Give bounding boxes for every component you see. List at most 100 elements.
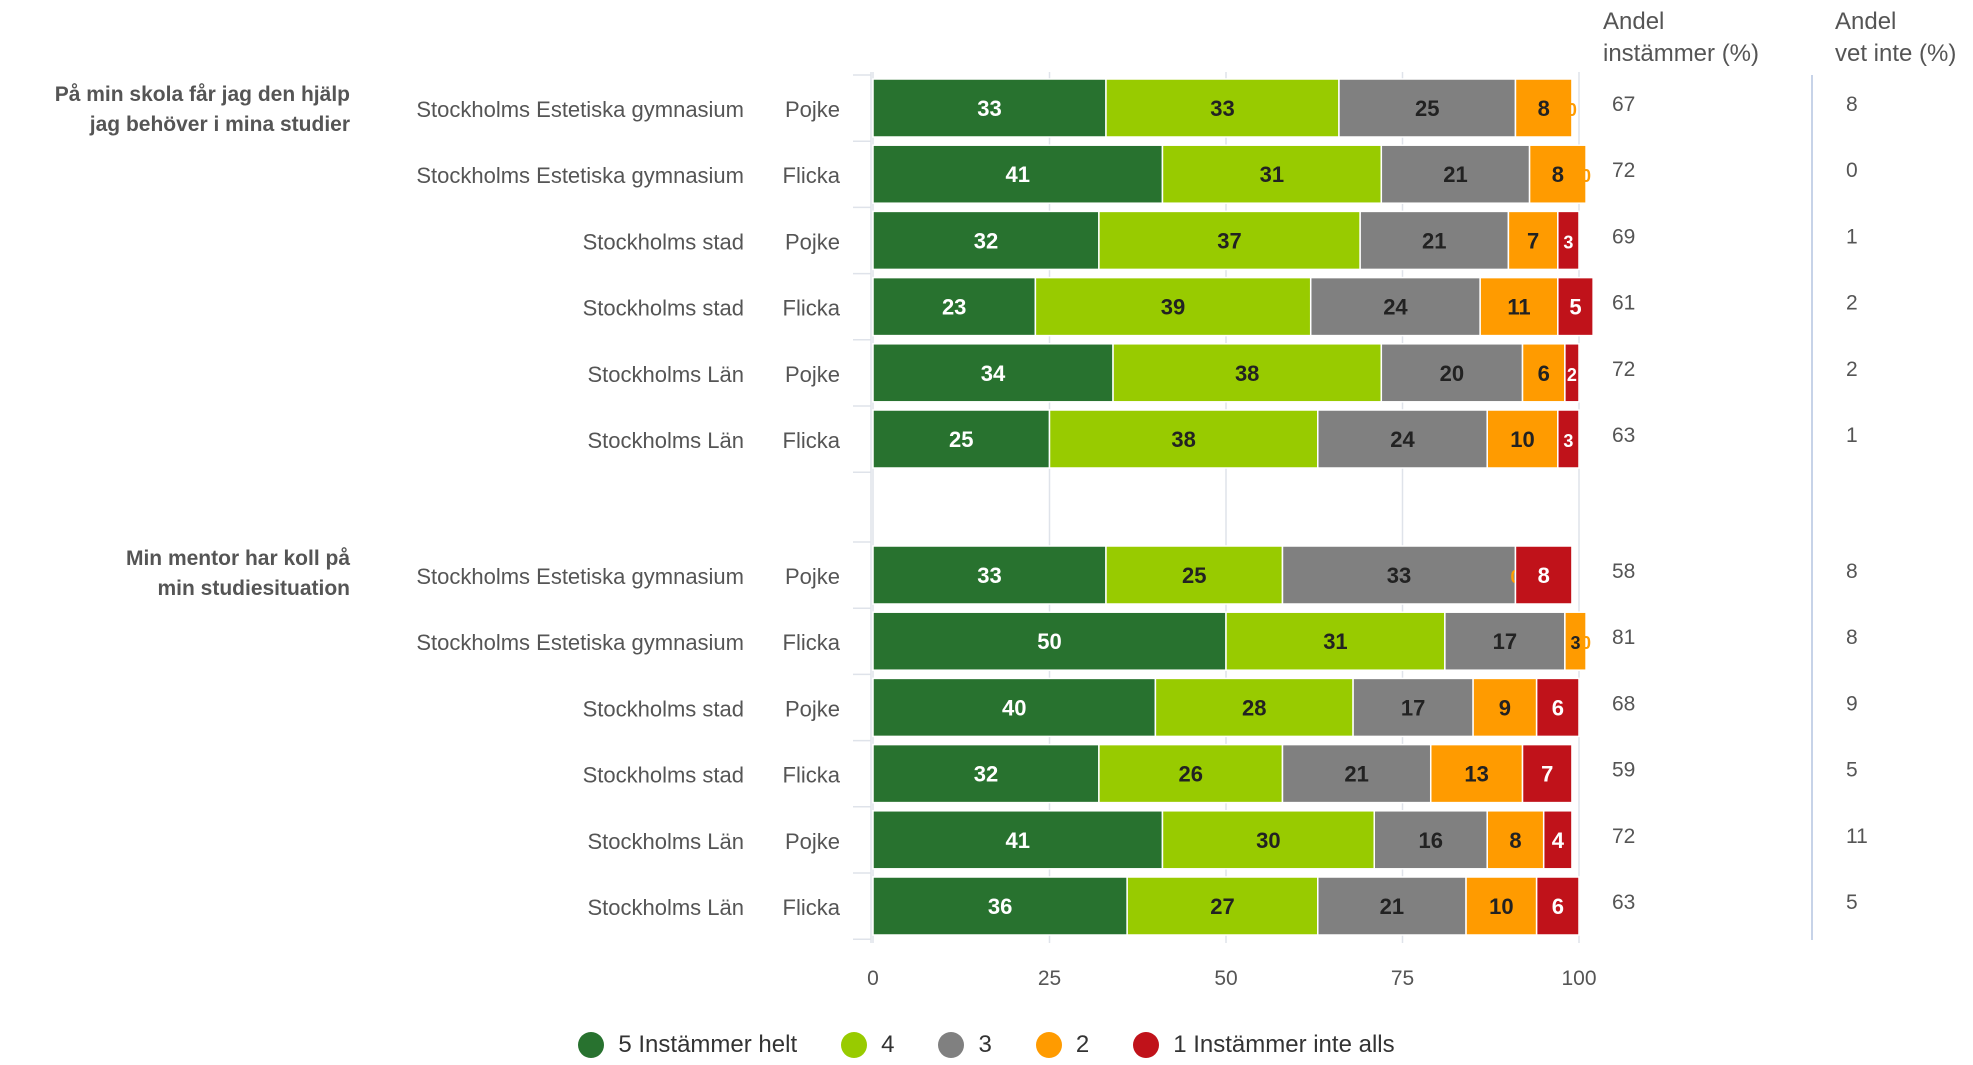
bar-segment-s4 xyxy=(1429,743,1524,804)
instammer-value: 61 xyxy=(1612,292,1635,315)
data-label-s3: 17 xyxy=(1493,629,1517,654)
bar-segment-s4 xyxy=(1521,343,1566,403)
question-label-2: Min mentor har koll på min studiesituati… xyxy=(10,544,350,604)
bar-segment-s4 xyxy=(1479,276,1559,337)
vetinte-value: 9 xyxy=(1846,692,1858,715)
bar-segment-s3 xyxy=(1338,78,1517,138)
bar-segment-s5 xyxy=(1542,810,1573,870)
legend-item-3[interactable]: 3 xyxy=(938,1031,992,1059)
data-label-s2: 25 xyxy=(1182,563,1206,588)
data-label-s3: 24 xyxy=(1390,427,1415,452)
row-unit-label: Stockholms Estetiska gymnasium xyxy=(416,97,744,122)
bar-segment-s2 xyxy=(1112,343,1383,403)
legend-swatch-5 xyxy=(578,1032,605,1058)
data-label-s1: 41 xyxy=(1005,828,1029,853)
row-gender-label: Flicka xyxy=(783,296,841,321)
instammer-value: 72 xyxy=(1612,159,1635,182)
data-label-s4: 8 xyxy=(1509,828,1521,853)
data-label-s4: 10 xyxy=(1489,894,1513,919)
x-tick-label-25: 25 xyxy=(1038,967,1061,990)
bar-segment-s5 xyxy=(1557,210,1580,271)
bar-segment-s5 xyxy=(1521,743,1573,804)
bar-segment-s1 xyxy=(872,876,1128,936)
legend-item-4[interactable]: 4 xyxy=(841,1031,894,1059)
legend-swatch-2 xyxy=(1035,1032,1062,1058)
row-unit-label: Stockholms Län xyxy=(587,895,744,920)
legend-item-1[interactable]: 1 Instämmer inte alls xyxy=(1133,1031,1395,1059)
row-unit-label: Stockholms Estetiska gymnasium xyxy=(416,564,744,589)
data-label-s2: 37 xyxy=(1217,228,1241,253)
data-label-s3: 20 xyxy=(1440,361,1464,386)
bar-segment-s3 xyxy=(1317,409,1488,469)
vetinte-value: 8 xyxy=(1846,93,1858,116)
bar-segment-s1 xyxy=(872,144,1164,204)
instammer-value: 69 xyxy=(1612,225,1635,248)
bar-segment-s5 xyxy=(1514,545,1573,605)
data-label-s1: 23 xyxy=(942,295,966,320)
data-label-s5: 0 xyxy=(1581,633,1591,653)
data-label-s5: 6 xyxy=(1552,695,1564,720)
data-label-s1: 41 xyxy=(1005,162,1029,187)
data-label-s5: 8 xyxy=(1538,563,1550,588)
data-label-s2: 27 xyxy=(1210,894,1234,919)
row-gender-label: Pojke xyxy=(785,362,840,387)
bar-segment-s3 xyxy=(1281,743,1432,804)
row-gender-label: Flicka xyxy=(783,763,841,788)
data-label-s4: 9 xyxy=(1499,695,1511,720)
data-label-s3: 21 xyxy=(1422,228,1446,253)
data-label-s1: 50 xyxy=(1037,629,1061,654)
data-label-s2: 28 xyxy=(1242,695,1266,720)
row-unit-label: Stockholms stad xyxy=(583,229,744,254)
data-label-s3: 33 xyxy=(1387,563,1411,588)
data-label-s4: 13 xyxy=(1464,762,1488,787)
data-label-s5: 6 xyxy=(1552,894,1564,919)
bar-segment-s1 xyxy=(872,343,1114,403)
instammer-value: 63 xyxy=(1612,891,1635,914)
data-label-s5: 2 xyxy=(1567,365,1577,385)
bar-segment-s2 xyxy=(1225,611,1446,671)
data-label-s1: 32 xyxy=(974,762,998,787)
bar-segment-s3 xyxy=(1309,276,1481,337)
vetinte-value: 1 xyxy=(1846,424,1858,447)
data-label-s4: 11 xyxy=(1507,295,1530,320)
vetinte-value: 8 xyxy=(1846,560,1858,583)
question-label-2-line2: min studiesituation xyxy=(157,577,350,600)
vetinte-value: 2 xyxy=(1846,292,1858,315)
data-label-s3: 25 xyxy=(1415,96,1439,121)
vetinte-value: 0 xyxy=(1846,159,1858,182)
question-label-1: På min skola får jag den hjälp jag behöv… xyxy=(10,80,350,140)
instammer-value: 72 xyxy=(1612,358,1635,381)
bar-segment-s2 xyxy=(1034,276,1312,337)
instammer-value: 81 xyxy=(1612,626,1635,649)
data-label-s3: 21 xyxy=(1443,162,1467,187)
bar-segment-s2 xyxy=(1105,545,1284,605)
data-label-s5: 0 xyxy=(1581,166,1591,186)
vetinte-header-line2: vet inte (%) xyxy=(1835,40,1957,67)
bar-segment-s2 xyxy=(1105,78,1340,138)
data-label-s5: 3 xyxy=(1563,431,1573,451)
row-unit-label: Stockholms stad xyxy=(583,696,744,721)
legend: 5 Instämmer helt 4 3 2 1 Instämmer inte … xyxy=(0,1025,1973,1065)
question-label-1-line2: jag behöver i mina studier xyxy=(89,113,350,136)
legend-item-2[interactable]: 2 xyxy=(1035,1031,1089,1059)
bar-segment-s2 xyxy=(1154,677,1354,738)
bar-segment-s1 xyxy=(872,409,1051,469)
bar-segment-s2 xyxy=(1126,876,1319,936)
bar-segment-s4 xyxy=(1472,677,1538,738)
x-tick-label-100: 100 xyxy=(1561,967,1596,990)
x-tick-label-0: 0 xyxy=(867,967,879,990)
data-label-s5: 4 xyxy=(1552,828,1565,853)
vetinte-header-line1: Andel xyxy=(1835,8,1897,35)
instammer-value: 67 xyxy=(1612,93,1635,116)
vetinte-value: 2 xyxy=(1846,358,1858,381)
data-label-s2: 26 xyxy=(1178,762,1202,787)
bar-segment-s3 xyxy=(1281,545,1517,605)
data-label-s5: 0 xyxy=(1567,100,1577,120)
legend-label-4: 4 xyxy=(881,1031,895,1058)
instammer-header: Andel instämmer (%) xyxy=(1603,6,1759,70)
data-label-s5: 7 xyxy=(1541,762,1553,787)
legend-item-5[interactable]: 5 Instämmer helt xyxy=(578,1031,797,1059)
bar-segment-s5 xyxy=(1564,343,1580,403)
data-label-s1: 32 xyxy=(974,228,998,253)
